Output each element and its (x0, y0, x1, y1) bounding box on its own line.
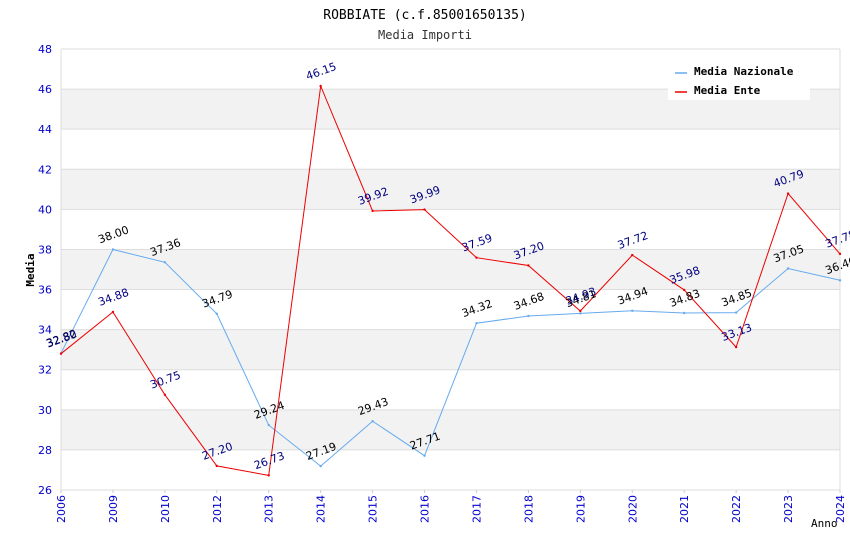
series-lines (59, 84, 842, 477)
data-point-media-nazionale (267, 423, 270, 427)
y-tick-label: 26 (38, 484, 52, 497)
y-tick-label: 30 (38, 404, 52, 417)
x-tick-label: 2018 (522, 495, 535, 523)
y-tick-label: 40 (38, 203, 52, 216)
data-point-media-ente (631, 253, 634, 257)
data-point-media-nazionale (111, 248, 115, 251)
data-point-media-ente (59, 352, 63, 355)
y-tick-label: 42 (38, 163, 52, 176)
x-tick-label: 2020 (626, 495, 639, 523)
data-point-media-ente (475, 256, 478, 259)
x-tick-label: 2012 (211, 495, 224, 523)
y-tick-label: 44 (38, 123, 52, 136)
x-tick-label: 2009 (107, 495, 120, 523)
data-label-media-ente: 37.78 (824, 228, 850, 251)
y-tick-label: 34 (38, 324, 52, 337)
y-tick-label: 28 (38, 444, 52, 457)
data-point-media-nazionale (631, 309, 634, 312)
y-axis-label: Media (24, 253, 37, 286)
x-tick-label: 2023 (782, 495, 795, 523)
x-tick-label: 2016 (419, 495, 432, 523)
data-point-media-nazionale (215, 312, 218, 316)
data-point-media-nazionale (475, 322, 478, 325)
axes (60, 49, 841, 491)
data-point-media-nazionale (683, 311, 686, 315)
y-tick-label: 36 (38, 284, 52, 297)
series-line-media-nazionale (60, 248, 841, 467)
x-tick-label: 2021 (678, 495, 691, 523)
x-tick-label: 2024 (834, 495, 847, 523)
x-tick-label: 2015 (367, 495, 380, 523)
data-point-media-nazionale (371, 420, 374, 423)
data-point-media-nazionale (527, 314, 530, 318)
x-tick-label: 2006 (55, 495, 68, 523)
data-label-media-nazionale: 34.32 (460, 297, 494, 320)
x-tick-label: 2010 (159, 495, 172, 523)
data-point-media-nazionale (786, 267, 790, 270)
legend: Media Nazionale Media Ente (668, 58, 810, 100)
chart-title: ROBBIATE (c.f.85001650135) (323, 8, 527, 23)
data-point-media-nazionale (163, 261, 167, 264)
data-point-media-nazionale (734, 311, 738, 314)
data-label-media-ente: 37.72 (616, 229, 650, 252)
data-point-media-ente (319, 84, 322, 88)
y-tick-label: 38 (38, 243, 52, 256)
x-tick-labels: 2006 2009 2010 2012 2013 2014 2015 2016 2017 2018… (55, 490, 847, 523)
y-tick-labels: 26 28 30 32 34 36 38 40 42 44 46 48 (38, 43, 52, 497)
data-point-media-ente (423, 208, 426, 211)
data-label-media-ente: 30.75 (148, 369, 182, 392)
data-point-media-ente (683, 288, 686, 292)
data-point-media-ente (215, 464, 218, 468)
x-tick-label: 2022 (730, 495, 743, 523)
y-tick-label: 48 (38, 43, 52, 56)
data-label-media-nazionale: 34.79 (200, 288, 234, 311)
x-axis-label: Anno (811, 517, 838, 530)
legend-label-media-ente: Media Ente (694, 84, 761, 97)
data-point-media-ente (734, 345, 738, 349)
chart-subtitle: Media Importi (378, 28, 472, 42)
data-point-media-ente (579, 309, 582, 313)
x-tick-label: 2013 (263, 495, 276, 523)
grid-band (61, 249, 840, 290)
data-point-media-ente (163, 393, 167, 396)
data-point-media-nazionale (579, 312, 582, 315)
data-point-media-ente (786, 192, 790, 195)
y-tick-label: 32 (38, 364, 52, 377)
data-label-media-ente: 46.15 (304, 60, 338, 83)
data-point-media-ente (527, 264, 530, 267)
data-label-media-nazionale: 34.68 (512, 290, 546, 313)
data-point-media-nazionale (423, 454, 426, 457)
legend-box (668, 58, 810, 100)
x-tick-label: 2019 (574, 495, 587, 523)
data-point-media-ente (111, 310, 115, 314)
data-point-media-ente (267, 474, 270, 477)
y-tick-label: 46 (38, 83, 52, 96)
x-tick-label: 2014 (315, 495, 328, 523)
data-point-media-ente (371, 209, 374, 213)
grid-band (61, 169, 840, 210)
legend-label-media-nazionale: Media Nazionale (694, 65, 794, 78)
grid-lines (61, 48, 840, 491)
grid-bands (61, 89, 840, 450)
series-line-media-ente (60, 84, 841, 476)
x-tick-label: 2017 (470, 495, 483, 523)
grid-band (61, 329, 840, 370)
data-point-media-nazionale (838, 279, 842, 282)
data-label-media-nazionale: 38.00 (97, 223, 131, 246)
data-point-media-nazionale (319, 464, 322, 468)
data-point-media-ente (838, 252, 842, 256)
grid-band (61, 409, 840, 450)
